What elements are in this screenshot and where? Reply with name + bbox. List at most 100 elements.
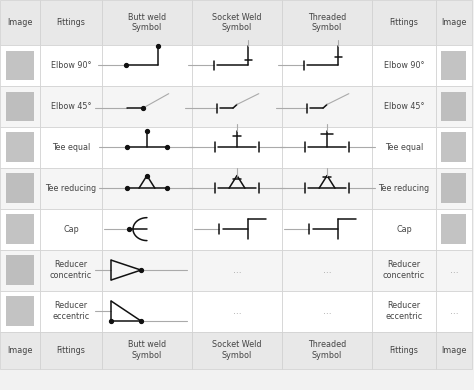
Bar [436,250,472,291]
Text: Threaded
Symbol: Threaded Symbol [308,340,346,360]
Bar [192,127,282,168]
Bar [0,127,40,168]
Bar [40,291,102,332]
Bar [436,332,472,369]
Bar [6,296,34,326]
Bar [192,209,282,250]
Bar [436,168,472,209]
Bar [282,127,372,168]
Bar [6,51,34,80]
Bar [40,127,102,168]
Bar [102,250,192,291]
Text: Fittings: Fittings [57,346,85,355]
Text: Socket Weld
Symbol: Socket Weld Symbol [212,13,262,32]
Bar [6,255,34,285]
Bar [0,45,40,86]
Bar [372,250,436,291]
Text: Reducer
concentric: Reducer concentric [383,261,425,280]
Bar [40,209,102,250]
Bar [441,215,466,244]
Text: Butt weld
Symbol: Butt weld Symbol [128,340,166,360]
Bar [372,291,436,332]
Bar [102,45,192,86]
Bar [192,168,282,209]
Bar [0,0,40,45]
Bar [0,291,40,332]
Bar [192,86,282,127]
Bar [441,133,466,162]
Text: Reducer
concentric: Reducer concentric [50,261,92,280]
Bar [6,133,34,162]
Text: Tee equal: Tee equal [385,143,423,152]
Bar [6,92,34,121]
Text: Butt weld
Symbol: Butt weld Symbol [128,13,166,32]
Bar [40,168,102,209]
Bar [436,0,472,45]
Text: Elbow 45°: Elbow 45° [51,102,91,111]
Text: Tee equal: Tee equal [52,143,90,152]
Bar [282,168,372,209]
Bar [192,0,282,45]
Bar [372,86,436,127]
Bar [372,209,436,250]
Bar [102,0,192,45]
Bar [192,250,282,291]
Text: Tee reducing: Tee reducing [379,184,429,193]
Bar [0,250,40,291]
Bar [441,51,466,80]
Bar [102,332,192,369]
Bar [0,168,40,209]
Text: ...: ... [323,266,331,275]
Bar [441,174,466,203]
Bar [372,332,436,369]
Bar [282,250,372,291]
Text: Socket Weld
Symbol: Socket Weld Symbol [212,340,262,360]
Text: Image: Image [8,346,33,355]
Text: Image: Image [441,18,466,27]
Text: Image: Image [441,346,466,355]
Text: ...: ... [233,307,241,316]
Bar [372,168,436,209]
Bar [102,168,192,209]
Text: ...: ... [449,266,458,275]
Bar [372,0,436,45]
Bar [0,209,40,250]
Bar [441,92,466,121]
Bar [40,332,102,369]
Text: Elbow 90°: Elbow 90° [51,61,91,70]
Bar [282,86,372,127]
Text: Tee reducing: Tee reducing [46,184,97,193]
Bar [0,332,40,369]
Bar [192,291,282,332]
Bar [192,45,282,86]
Bar [282,0,372,45]
Text: Reducer
eccentric: Reducer eccentric [385,301,423,321]
Bar [102,86,192,127]
Text: Reducer
eccentric: Reducer eccentric [53,301,90,321]
Bar [6,215,34,244]
Text: ...: ... [323,307,331,316]
Text: Fittings: Fittings [390,18,419,27]
Bar [102,127,192,168]
Bar [436,45,472,86]
Bar [40,86,102,127]
Text: Threaded
Symbol: Threaded Symbol [308,13,346,32]
Bar [0,86,40,127]
Bar [102,291,192,332]
Bar [372,45,436,86]
Bar [40,250,102,291]
Text: Cap: Cap [63,225,79,234]
Bar [282,291,372,332]
Text: ...: ... [449,307,458,316]
Bar [102,209,192,250]
Bar [192,332,282,369]
Bar [6,174,34,203]
Text: Elbow 45°: Elbow 45° [384,102,424,111]
Bar [436,86,472,127]
Bar [40,0,102,45]
Text: Fittings: Fittings [390,346,419,355]
Text: Elbow 90°: Elbow 90° [384,61,424,70]
Text: ...: ... [233,266,241,275]
Bar [40,45,102,86]
Bar [436,127,472,168]
